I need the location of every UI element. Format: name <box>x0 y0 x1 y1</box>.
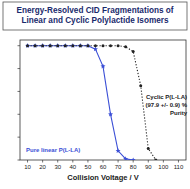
marker <box>124 45 127 48</box>
marker <box>56 44 59 47</box>
marker <box>55 43 60 48</box>
x-tick <box>118 160 119 163</box>
y-tick <box>18 160 21 161</box>
chart: Energy-Resolved CID Fragmentations ofLin… <box>0 0 190 189</box>
marker <box>117 44 120 47</box>
x-tick <box>27 160 28 163</box>
marker <box>40 43 45 48</box>
marker <box>64 44 67 47</box>
annotation: Cyclic P(L-LA) <box>146 94 187 100</box>
plot-area <box>25 43 157 160</box>
x-tick <box>57 160 58 163</box>
marker <box>116 148 121 153</box>
annotation: Pure linear P(L-LA) <box>26 147 80 153</box>
x-tick-label: 100 <box>158 164 169 170</box>
marker <box>94 44 97 47</box>
marker <box>139 84 142 87</box>
x-tick-label: 60 <box>100 164 107 170</box>
marker <box>85 43 90 48</box>
marker <box>70 43 75 48</box>
x-tick-label: 40 <box>69 164 76 170</box>
marker <box>131 157 136 160</box>
y-tick <box>18 45 21 46</box>
marker <box>102 44 105 47</box>
annotation: Purity <box>170 110 188 116</box>
x-tick-label: 110 <box>174 164 184 170</box>
x-tick <box>178 160 179 163</box>
marker <box>26 44 29 47</box>
marker <box>49 44 52 47</box>
x-tick-label: 10 <box>24 164 31 170</box>
x-tick-label: 70 <box>115 164 122 170</box>
x-tick-label: 90 <box>145 164 152 170</box>
marker <box>147 147 150 150</box>
annotation: (97.9 +/- 0.9) % <box>145 102 187 108</box>
x-tick <box>72 160 73 163</box>
y-tick <box>18 137 21 138</box>
series-line <box>28 46 134 160</box>
y-tick <box>18 114 21 115</box>
x-tick <box>87 160 88 163</box>
y-tick <box>18 68 21 69</box>
x-tick-label: 30 <box>54 164 61 170</box>
x-tick <box>163 160 164 163</box>
x-tick-label: 50 <box>85 164 92 170</box>
title: Energy-Resolved CID Fragmentations ofLin… <box>17 6 174 25</box>
x-tick <box>103 160 104 163</box>
marker <box>71 44 74 47</box>
marker <box>25 43 30 48</box>
title-box <box>3 2 187 30</box>
marker <box>108 112 113 117</box>
y-tick <box>18 91 21 92</box>
series-line <box>28 46 156 160</box>
marker <box>109 44 112 47</box>
x-tick <box>148 160 149 163</box>
marker <box>79 44 82 47</box>
x-tick-label: 80 <box>130 164 137 170</box>
x-axis-label: Collision Voltage / V <box>67 173 139 182</box>
marker <box>132 50 135 53</box>
marker <box>34 44 37 47</box>
marker <box>123 156 128 160</box>
marker <box>86 44 89 47</box>
marker <box>101 64 106 69</box>
marker <box>93 47 98 52</box>
marker <box>154 159 157 161</box>
x-tick <box>133 160 134 163</box>
plot-frame <box>20 40 186 160</box>
x-tick-label: 20 <box>39 164 46 170</box>
x-tick <box>42 160 43 163</box>
marker <box>41 44 44 47</box>
